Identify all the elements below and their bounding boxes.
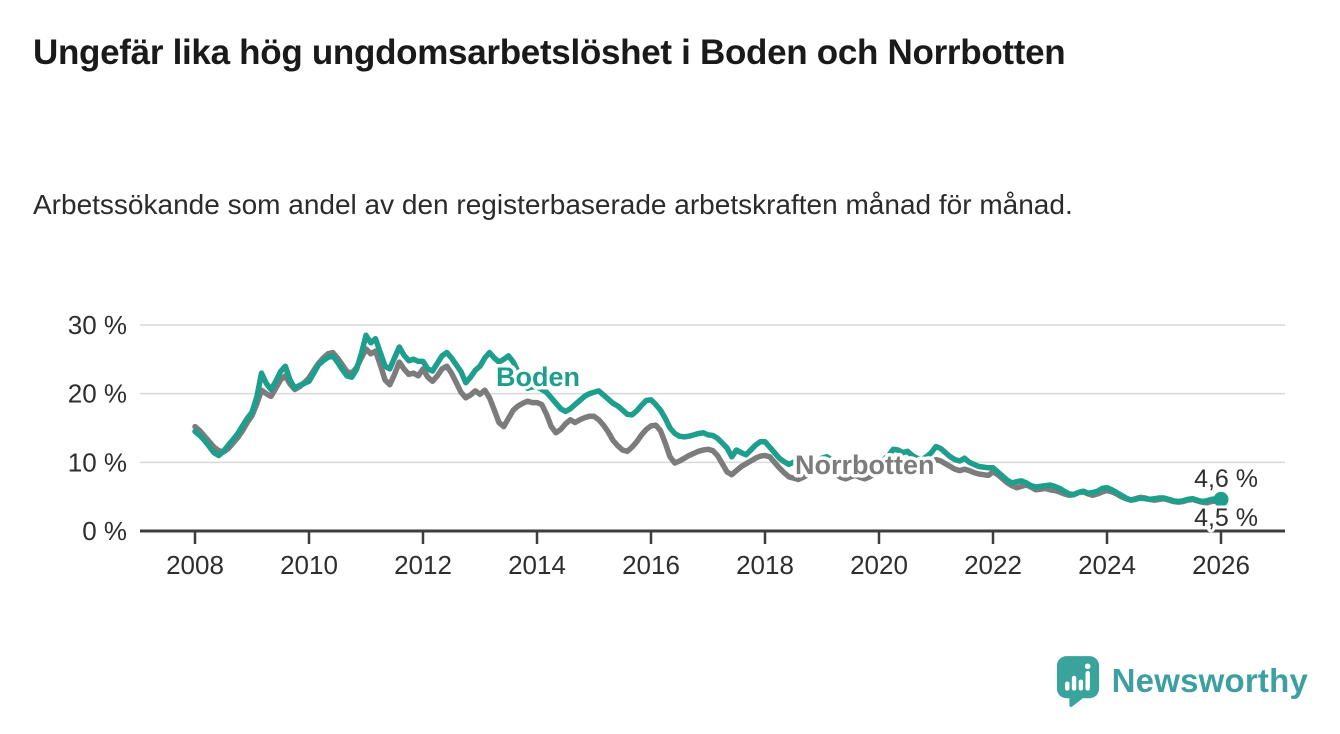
x-tick-label: 2010 — [280, 550, 338, 580]
x-tick-label: 2018 — [736, 550, 794, 580]
y-tick-label: 0 % — [82, 516, 127, 546]
speech-bubble-shape — [1056, 656, 1099, 708]
x-tick-label: 2026 — [1192, 550, 1250, 580]
end-value-label-boden: 4,6 % — [1194, 465, 1258, 493]
bar-1 — [1064, 681, 1070, 691]
exclamation-bar — [1085, 671, 1090, 691]
x-tick-label: 2012 — [394, 550, 452, 580]
y-tick-label: 10 % — [68, 447, 127, 477]
x-tick-label: 2020 — [850, 550, 908, 580]
chart-title: Ungefär lika hög ungdomsarbetslöshet i B… — [33, 33, 1066, 72]
bar-3 — [1078, 679, 1083, 691]
series-label-boden: Boden — [496, 362, 580, 392]
newsworthy-logo: Newsworthy — [1055, 654, 1308, 708]
y-tick-label: 20 % — [68, 379, 127, 409]
bar-2 — [1071, 675, 1076, 691]
x-tick-label: 2022 — [964, 550, 1022, 580]
exclamation-dot — [1084, 663, 1091, 670]
series-line-boden — [192, 332, 1224, 505]
x-tick-label: 2008 — [166, 550, 224, 580]
y-tick-label: 30 % — [68, 310, 127, 340]
x-tick-label: 2014 — [508, 550, 566, 580]
end-value-label-norrbotten: 4,5 % — [1194, 504, 1258, 532]
x-tick-label: 2016 — [622, 550, 680, 580]
newsworthy-logo-text: Newsworthy — [1111, 662, 1308, 699]
end-dot — [1213, 491, 1229, 507]
series-line-norrbotten — [192, 346, 1224, 506]
chart-subtitle: Arbetssökande som andel av den registerb… — [33, 189, 1073, 220]
newsworthy-logo-icon — [1056, 656, 1099, 708]
series-label-norrbotten: Norrbotten — [795, 450, 934, 480]
line-chart: 0 % 10 % 20 % 30 % 2008 2010 2012 2014 2016 2018 2… — [68, 310, 1285, 580]
x-tick-label: 2024 — [1078, 550, 1136, 580]
